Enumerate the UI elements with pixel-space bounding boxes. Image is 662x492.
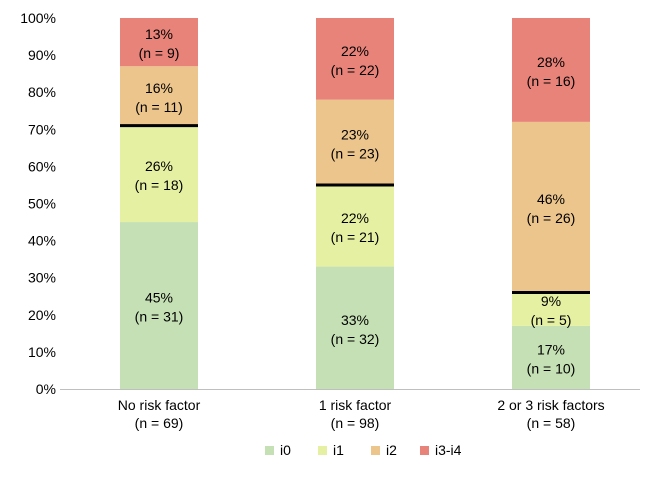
data-label-percent: 22% <box>341 210 369 226</box>
data-label-percent: 13% <box>145 26 173 42</box>
data-label-count: (n = 5) <box>531 312 572 328</box>
bar-segment-i3-i4 <box>316 18 394 100</box>
legend: i0 i1 i2 i3-i4 <box>265 442 462 458</box>
data-label-count: (n = 18) <box>135 177 184 193</box>
data-label-percent: 26% <box>145 158 173 174</box>
bars: 45% (n = 31) 26% (n = 18) 16% (n = 11) 13% (n =… <box>120 18 590 389</box>
legend-label: i3-i4 <box>435 442 462 458</box>
legend-swatch-i2 <box>371 446 380 455</box>
bar-segment-i1 <box>120 125 198 223</box>
legend-swatch-i0 <box>265 446 274 455</box>
data-label-count: (n = 31) <box>135 309 184 325</box>
y-tick-label: 40% <box>28 233 56 249</box>
bar-segment-i3-i4 <box>512 18 590 122</box>
bar-segment-i1 <box>316 184 394 267</box>
bar-segment-i2 <box>120 66 198 126</box>
x-axis: No risk factor (n = 69) 1 risk factor (n = … <box>60 389 640 431</box>
data-label-count: (n = 32) <box>331 331 380 347</box>
data-label-count: (n = 22) <box>331 62 380 78</box>
data-label-count: (n = 21) <box>331 229 380 245</box>
data-label-count: (n = 10) <box>527 360 576 376</box>
y-tick-label: 80% <box>28 84 56 100</box>
data-label-percent: 46% <box>537 191 565 207</box>
legend-swatch-i1 <box>318 446 327 455</box>
bar-segment-i0 <box>316 266 394 389</box>
legend-label: i0 <box>280 442 291 458</box>
y-tick-label: 100% <box>20 10 56 26</box>
x-category-label: No risk factor <box>118 397 201 413</box>
bar-segment-i0 <box>512 325 590 389</box>
data-label-count: (n = 26) <box>527 210 576 226</box>
bar-segment-i1 <box>512 292 590 326</box>
y-tick-label: 20% <box>28 307 56 323</box>
bar-segment-i0 <box>120 222 198 389</box>
data-label-percent: 16% <box>145 80 173 96</box>
data-label-percent: 45% <box>145 290 173 306</box>
data-label-percent: 17% <box>537 341 565 357</box>
bar-segment-i2 <box>316 99 394 185</box>
bar-segment-i2 <box>512 121 590 293</box>
y-tick-label: 60% <box>28 158 56 174</box>
data-label-percent: 9% <box>541 293 561 309</box>
data-label-percent: 33% <box>341 312 369 328</box>
y-tick-label: 0% <box>36 381 56 397</box>
x-category-count: (n = 58) <box>527 415 576 431</box>
y-axis: 0% 10% 20% 30% 40% 50% 60% 70% 80% 90% 100% <box>20 10 56 397</box>
legend-label: i1 <box>333 442 344 458</box>
y-tick-label: 50% <box>28 196 56 212</box>
x-category-label: 1 risk factor <box>319 397 392 413</box>
y-tick-label: 30% <box>28 270 56 286</box>
y-tick-label: 10% <box>28 344 56 360</box>
data-label-count: (n = 9) <box>139 45 180 61</box>
legend-swatch-i3-i4 <box>420 446 429 455</box>
legend-label: i2 <box>386 442 397 458</box>
x-category-count: (n = 98) <box>331 415 380 431</box>
bar-segment-i3-i4 <box>120 18 198 67</box>
x-category-count: (n = 69) <box>135 415 184 431</box>
data-label-percent: 28% <box>537 54 565 70</box>
data-label-percent: 22% <box>341 43 369 59</box>
data-label-count: (n = 11) <box>135 99 183 115</box>
data-label-count: (n = 16) <box>527 73 576 89</box>
y-tick-label: 70% <box>28 121 56 137</box>
data-label-percent: 23% <box>341 126 369 142</box>
y-tick-label: 90% <box>28 47 56 63</box>
x-category-label: 2 or 3 risk factors <box>497 397 604 413</box>
data-label-count: (n = 23) <box>331 145 380 161</box>
